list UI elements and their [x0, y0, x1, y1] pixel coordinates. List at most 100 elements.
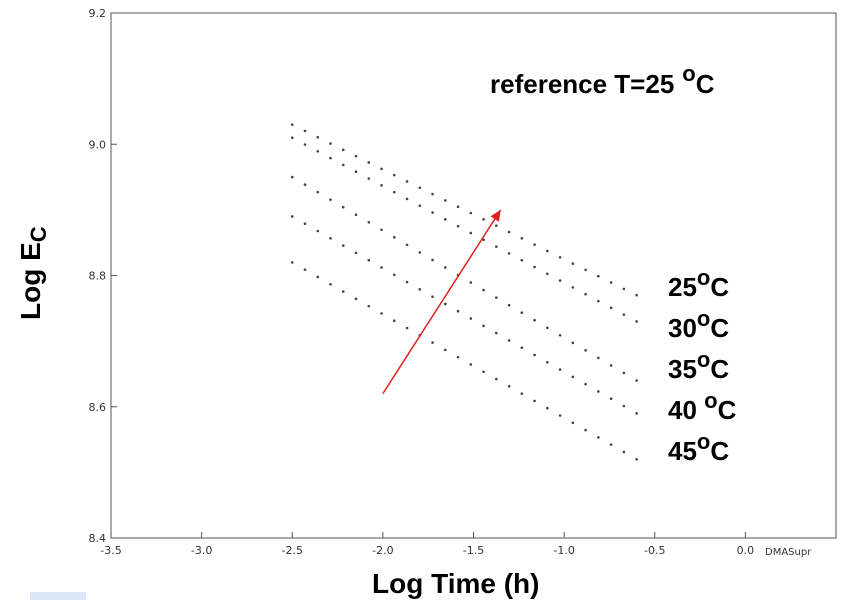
- data-point-40: [316, 229, 320, 233]
- data-point-40: [418, 288, 422, 291]
- data-point-40: [622, 404, 626, 408]
- data-point-40: [431, 295, 434, 298]
- data-point-25: [405, 180, 409, 183]
- series-label: 35oC: [668, 347, 729, 384]
- data-point-30: [405, 197, 409, 201]
- data-point-35: [495, 296, 498, 299]
- data-point-40: [303, 222, 307, 226]
- data-point-45: [354, 297, 358, 301]
- data-point-40: [482, 324, 485, 328]
- data-point-25: [290, 123, 294, 126]
- data-point-25: [431, 192, 434, 196]
- data-point-25: [469, 211, 473, 215]
- data-point-45: [329, 282, 332, 286]
- data-point-25: [622, 287, 626, 291]
- data-point-30: [431, 211, 434, 214]
- data-point-35: [507, 303, 511, 307]
- data-point-30: [558, 279, 562, 282]
- data-point-35: [546, 326, 549, 330]
- data-point-30: [329, 156, 332, 160]
- data-point-40: [329, 237, 332, 240]
- data-point-40: [392, 273, 396, 277]
- data-point-45: [380, 312, 383, 315]
- x-tick-label: -3.5: [100, 544, 121, 557]
- series-label: 25oC: [668, 265, 729, 302]
- data-point-35: [571, 341, 575, 345]
- data-point-35: [482, 288, 485, 292]
- x-tick-label: -3.0: [191, 544, 212, 557]
- data-point-30: [495, 245, 498, 248]
- series-label: 40 oC: [668, 388, 737, 425]
- data-point-30: [380, 184, 383, 187]
- data-point-35: [520, 311, 524, 314]
- data-point-45: [316, 275, 320, 279]
- data-point-25: [380, 167, 383, 171]
- data-point-25: [316, 135, 320, 139]
- data-point-45: [482, 370, 485, 374]
- y-axis-title: Log EC: [15, 226, 51, 320]
- y-tick-label: 9.0: [89, 138, 107, 151]
- data-point-30: [316, 149, 320, 153]
- data-point-35: [444, 266, 447, 269]
- data-point-35: [354, 213, 358, 217]
- data-point-25: [482, 218, 485, 221]
- data-point-45: [609, 443, 613, 446]
- data-point-25: [418, 186, 422, 190]
- data-point-30: [341, 163, 345, 167]
- data-point-30: [367, 177, 371, 180]
- data-point-25: [329, 142, 332, 145]
- data-point-40: [558, 368, 562, 371]
- data-point-30: [584, 292, 587, 296]
- data-point-25: [303, 129, 307, 133]
- data-point-35: [533, 318, 536, 322]
- data-point-35: [316, 190, 320, 194]
- data-point-35: [597, 356, 600, 360]
- data-point-40: [469, 317, 473, 320]
- data-point-35: [367, 220, 371, 224]
- data-point-45: [367, 304, 371, 308]
- data-point-35: [558, 333, 562, 337]
- x-axis-title: Log Time (h): [372, 568, 539, 599]
- data-point-30: [609, 306, 613, 310]
- data-point-40: [533, 353, 536, 357]
- data-point-25: [341, 148, 345, 152]
- data-point-40: [635, 412, 638, 415]
- trend-arrow: [382, 209, 502, 395]
- corner-swatch: [30, 592, 86, 600]
- data-point-35: [418, 251, 422, 254]
- data-point-40: [367, 258, 371, 262]
- data-point-45: [405, 326, 409, 330]
- data-point-30: [354, 170, 358, 174]
- data-point-45: [597, 436, 600, 439]
- data-point-45: [303, 268, 307, 271]
- data-point-35: [469, 281, 473, 284]
- data-point-35: [380, 228, 383, 232]
- y-tick-label: 8.4: [89, 532, 107, 545]
- data-point-25: [507, 230, 511, 234]
- data-point-40: [546, 360, 549, 364]
- data-point-25: [392, 173, 396, 177]
- data-point-40: [507, 339, 511, 342]
- data-point-40: [584, 382, 587, 386]
- data-point-45: [431, 341, 434, 344]
- data-point-30: [456, 224, 460, 228]
- data-point-30: [622, 313, 626, 316]
- data-point-30: [469, 231, 473, 235]
- data-point-25: [444, 199, 447, 202]
- y-tick-label: 8.6: [89, 401, 107, 414]
- data-point-25: [584, 268, 587, 272]
- data-point-40: [456, 309, 460, 313]
- data-point-25: [354, 154, 358, 158]
- data-point-35: [392, 236, 396, 239]
- data-point-25: [609, 281, 613, 284]
- data-point-40: [597, 390, 600, 393]
- data-point-30: [482, 238, 485, 242]
- data-point-45: [546, 406, 549, 410]
- data-point-25: [456, 205, 460, 209]
- y-tick-label: 9.2: [89, 7, 107, 20]
- data-point-40: [520, 346, 524, 349]
- x-tick-label: -1.5: [463, 544, 484, 557]
- data-point-30: [507, 252, 511, 255]
- data-point-25: [495, 224, 498, 227]
